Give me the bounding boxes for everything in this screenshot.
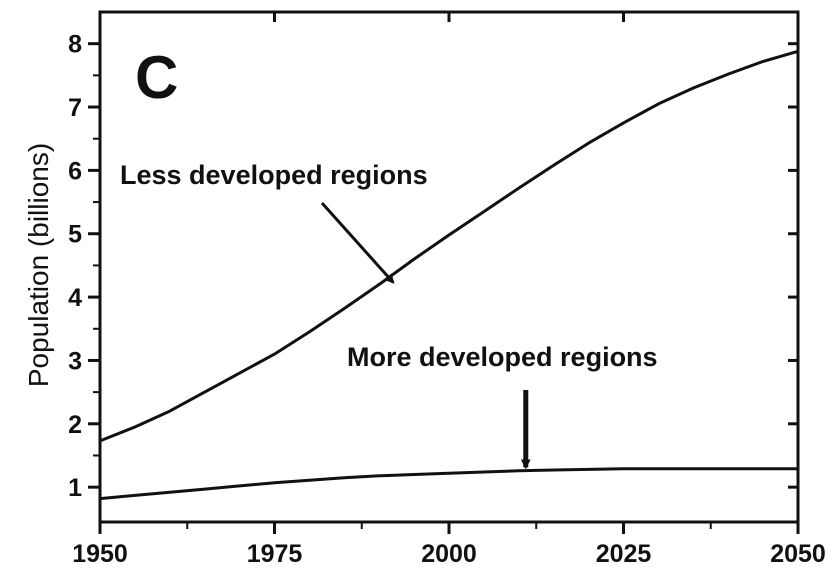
y-tick-label: 2 xyxy=(68,411,82,439)
x-tick-label: 2000 xyxy=(421,540,477,568)
x-tick-label: 1975 xyxy=(247,540,303,568)
x-tick-label: 2025 xyxy=(596,540,652,568)
y-tick-label: 3 xyxy=(68,347,82,375)
y-tick-label: 7 xyxy=(68,94,82,122)
panel-label: C xyxy=(135,44,178,111)
y-tick-label: 5 xyxy=(68,221,82,249)
series-line-more-developed xyxy=(99,467,798,501)
y-tick-label: 8 xyxy=(68,31,82,59)
annotation-arrow-less-developed xyxy=(320,201,395,284)
x-tick-label: 1950 xyxy=(72,540,128,568)
y-tick-label: 6 xyxy=(68,157,82,185)
y-tick-label: 1 xyxy=(68,474,82,502)
y-axis-title: Population (billions) xyxy=(23,143,54,387)
annotation-less-developed: Less developed regions xyxy=(120,160,428,190)
y-tick-label: 4 xyxy=(68,284,82,312)
annotation-more-developed: More developed regions xyxy=(347,342,658,372)
series-line-less-developed xyxy=(99,49,799,443)
x-tick-label: 2050 xyxy=(770,540,826,568)
